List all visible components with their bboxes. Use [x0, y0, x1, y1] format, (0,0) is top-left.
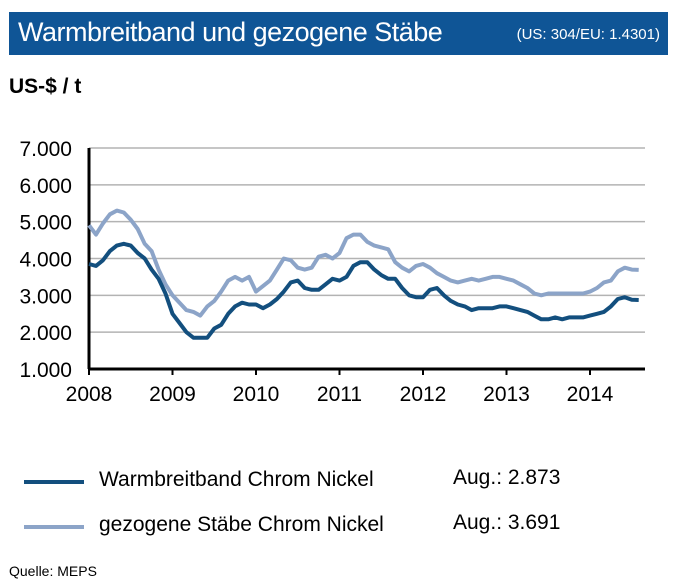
y-tick-label: 4.000	[19, 249, 72, 272]
x-tick-label: 2008	[66, 383, 113, 406]
title-bar: Warmbreitband und gezogene Stäbe (US: 30…	[9, 12, 668, 55]
series-line-warmbreitband	[88, 241, 639, 340]
y-tick-label: 5.000	[19, 212, 72, 235]
x-tick-label: 2014	[567, 383, 614, 406]
legend-value-warmbreitband: Aug.: 2.873	[453, 466, 561, 489]
legend-label-warmbreitband: Warmbreitband Chrom Nickel	[99, 468, 374, 491]
legend-swatch-staebe	[24, 525, 84, 529]
y-tick-label: 3.000	[19, 285, 72, 308]
y-tick-label: 7.000	[19, 138, 72, 161]
legend-label-staebe: gezogene Stäbe Chrom Nickel	[99, 513, 384, 536]
series-line-staebe	[87, 208, 639, 318]
x-tick-label: 2013	[483, 383, 530, 406]
x-tick-label: 2012	[400, 383, 447, 406]
source-note: Quelle: MEPS	[9, 563, 97, 579]
y-axis-unit: US-$ / t	[9, 75, 82, 98]
x-tick-label: 2011	[317, 383, 362, 406]
chart-subtitle: (US: 304/EU: 1.4301)	[516, 26, 660, 43]
legend-swatch-warmbreitband	[24, 480, 84, 484]
y-tick-label: 1.000	[19, 359, 72, 382]
y-tick-label: 2.000	[19, 322, 72, 345]
legend-value-staebe: Aug.: 3.691	[453, 511, 561, 534]
chart-title: Warmbreitband und gezogene Stäbe	[18, 17, 443, 47]
x-tick-label: 2010	[233, 383, 280, 406]
x-tick-label: 2009	[149, 383, 196, 406]
y-tick-label: 6.000	[19, 175, 72, 198]
